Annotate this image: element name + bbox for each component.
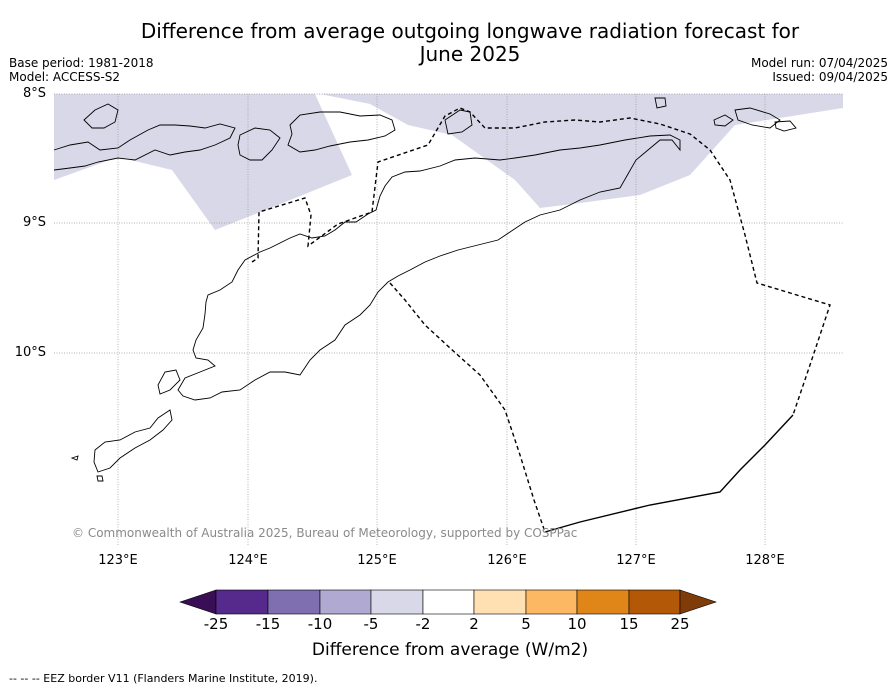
eez-border [251,107,831,533]
colorbar-bin-8 [576,589,630,615]
northern-island-4 [444,109,473,135]
base-period: Base period: 1981-2018 [9,56,154,70]
colorbar [179,589,717,615]
colorbar-tick: 10 [567,615,587,633]
northern-island-7 [654,97,667,109]
colorbar-tick: -2 [415,615,431,633]
colorbar-bin-7 [525,589,578,615]
colorbar-tick: -15 [255,615,281,633]
colorbar-tick: 2 [469,615,479,633]
lon-label-124e: 124°E [228,553,268,568]
colorbar-bin-5 [422,589,475,615]
colorbar-tick: 25 [670,615,690,633]
colorbar-bin-9 [628,589,681,615]
islet-1 [96,475,104,482]
northern-island-2 [287,111,396,153]
northern-island-3 [237,127,281,161]
anomaly-region-west [54,94,352,230]
colorbar-bin-2 [267,589,321,615]
colorbar-extend-low [179,589,217,615]
lon-label-126e: 126°E [487,553,527,568]
eez-solid-segment [544,414,794,533]
issued-date: Issued: 09/04/2025 [772,70,888,84]
colorbar-tick: -25 [203,615,229,633]
northern-island-5 [83,103,119,129]
anomaly-shading [54,94,843,230]
title-line-2: June 2025 [419,42,521,66]
title-line-1: Difference from average outgoing longwav… [140,19,800,43]
colorbar-tick: 15 [619,615,639,633]
copyright-notice: © Commonwealth of Australia 2025, Bureau… [72,526,578,540]
colorbar-tick: -10 [307,615,333,633]
meta-right: Model run: 07/04/2025 Issued: 09/04/2025 [751,56,888,84]
colorbar-tick: 5 [521,615,531,633]
timor-coast [177,134,681,401]
lon-label-125e: 125°E [357,553,397,568]
colorbar-bin-4 [370,589,424,615]
coastlines [53,97,797,482]
semau-island [157,369,181,395]
ndao-island [70,455,79,461]
lon-label-123e: 123°E [98,553,138,568]
rote-island [93,409,173,473]
lon-label-127e: 127°E [616,553,656,568]
eez-border-line [251,107,831,416]
lat-label-9s: 9°S [22,215,46,230]
colorbar-bin-6 [473,589,527,615]
colorbar-bin-1 [215,589,269,615]
graticule [54,93,843,546]
colorbar-label: Difference from average (W/m2) [311,640,589,660]
colorbar-tick: -5 [363,615,379,633]
lat-label-8s: 8°S [22,86,46,101]
colorbar-extend-high [679,589,717,615]
lon-label-128e: 128°E [745,553,785,568]
northern-island-1 [53,123,236,171]
meta-left: Base period: 1981-2018 Model: ACCESS-S2 [9,56,154,84]
eez-border-south [389,282,546,533]
footer-legend-note: -- -- -- EEZ border V11 (Flanders Marine… [9,672,318,685]
northern-island-9 [774,120,797,132]
northern-island-8 [713,114,734,127]
lat-label-10s: 10°S [14,345,46,360]
model-name: Model: ACCESS-S2 [9,70,121,84]
anomaly-region-east [320,94,843,208]
model-run: Model run: 07/04/2025 [750,56,888,70]
colorbar-bin-3 [319,589,372,615]
map-title: Difference from average outgoing longwav… [100,20,840,66]
